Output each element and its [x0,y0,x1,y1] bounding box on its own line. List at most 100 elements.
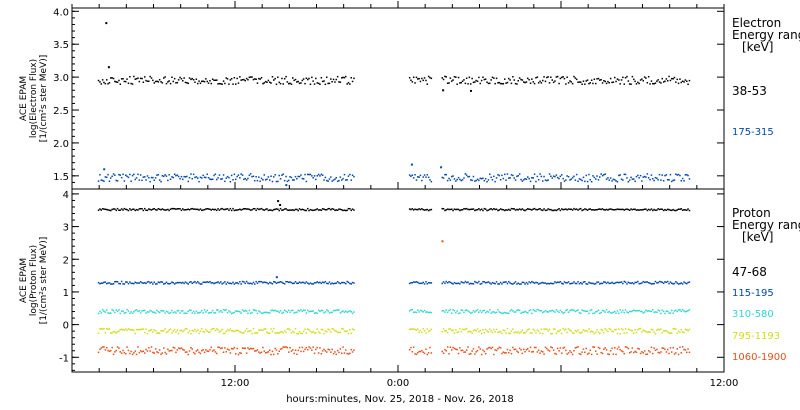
data-point [643,281,646,284]
data-point [167,208,169,211]
data-point [615,80,617,83]
data-point [172,311,174,314]
data-point [309,83,312,85]
data-point [160,281,162,283]
data-point [441,176,443,179]
data-point [146,332,149,335]
data-point [232,281,234,284]
data-point [243,178,245,181]
data-point [449,346,452,348]
data-point [209,280,211,283]
data-point [631,208,634,211]
data-point [247,330,249,333]
data-point [192,351,195,354]
data-point [312,310,314,312]
data-point [521,329,524,331]
data-point [345,330,347,333]
data-point [486,181,488,183]
data-point [206,173,208,175]
data-point [475,330,477,332]
data-point [633,283,635,285]
data-point [301,281,304,284]
data-point [562,312,564,314]
data-point [130,329,132,331]
data-point [532,208,534,210]
data-point [449,281,452,284]
data-point [584,180,586,183]
data-point [455,348,457,350]
data-point [202,330,204,333]
data-point [236,347,238,350]
data-point [570,208,572,210]
data-point [349,83,351,85]
data-point [273,353,275,356]
y-tick-label: 2.5 [53,106,69,117]
data-point [347,175,350,177]
data-point [543,353,545,355]
data-point [183,209,185,211]
data-point [201,209,203,212]
data-point [668,179,670,181]
data-point [301,346,304,349]
data-point [688,79,691,82]
data-point [173,311,176,313]
data-point [107,83,109,85]
data-point [646,82,649,84]
data-point [467,208,469,211]
data-point [509,349,511,352]
data-point [517,351,519,354]
data-point [129,173,131,176]
data-point [619,208,621,211]
data-point [679,208,681,210]
data-point [649,310,651,313]
data-point [543,208,545,210]
data-point [675,352,677,354]
data-point [612,178,615,181]
data-point [612,330,615,333]
data-point [165,82,168,85]
data-point [298,82,301,85]
data-point [563,208,566,211]
data-point [321,350,324,352]
data-point [467,281,469,283]
data-point [339,331,342,334]
data-point [145,328,147,330]
data-point [561,208,563,210]
data-point [175,312,177,314]
data-point [627,208,630,211]
data-point [237,82,240,84]
data-point [518,77,521,79]
data-point [148,330,150,332]
data-point [184,281,187,283]
data-point [489,282,491,284]
data-point [660,179,662,181]
data-point-outlier [442,89,445,92]
data-point [116,281,119,283]
data-point [565,349,567,352]
data-point [293,282,295,284]
data-point [581,283,583,285]
data-point [161,175,164,177]
data-point [269,81,271,83]
data-point [614,310,616,313]
data-point [271,76,274,78]
data-point [459,283,461,285]
data-point [301,332,304,335]
data-point [323,332,325,335]
data-point [556,208,559,211]
data-point [451,349,453,351]
data-point [123,207,126,210]
data-point [103,281,105,284]
data-point [171,309,173,312]
data-point [548,208,551,211]
data-point [660,82,662,84]
data-point [556,330,559,333]
data-point [476,328,479,330]
data-point [134,309,136,312]
data-point [582,310,585,312]
data-point [597,346,600,349]
data-point [411,208,414,210]
data-point [426,311,428,313]
data-point [289,281,291,283]
data-point [425,281,427,283]
